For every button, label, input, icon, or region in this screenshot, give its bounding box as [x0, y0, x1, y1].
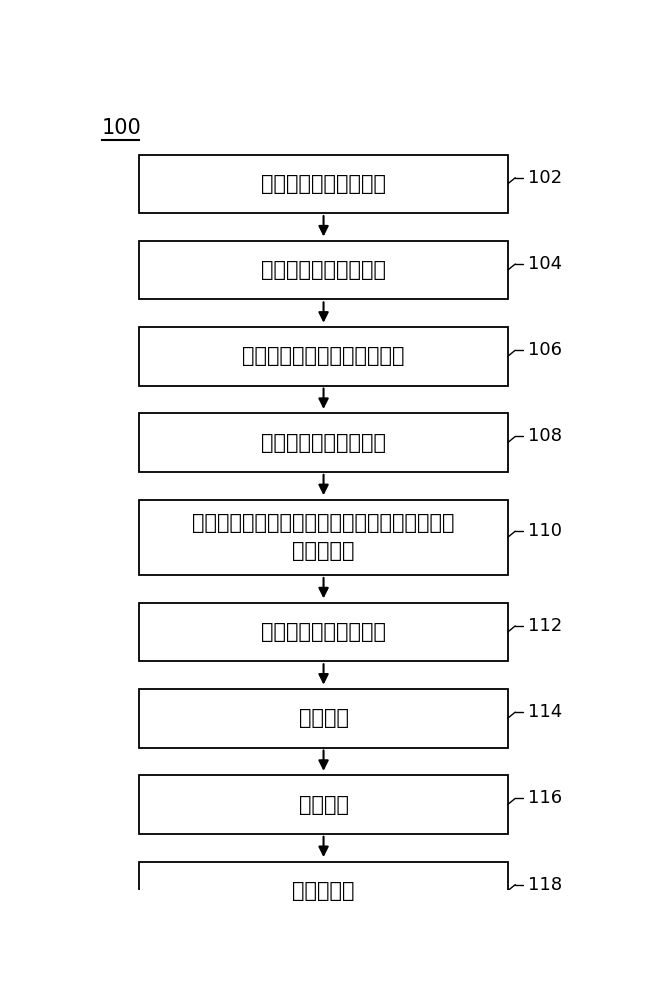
Text: 100: 100	[102, 118, 141, 138]
Text: 移除载板: 移除载板	[299, 708, 348, 728]
Text: 110: 110	[528, 522, 562, 540]
Text: 104: 104	[528, 255, 562, 273]
Text: 形成防焊层: 形成防焊层	[292, 881, 355, 901]
Text: 118: 118	[528, 876, 562, 894]
Text: 116: 116	[528, 789, 562, 807]
Text: 102: 102	[528, 169, 562, 187]
Text: 在载板上方形成定位件: 在载板上方形成定位件	[261, 260, 386, 280]
Bar	[139, 413, 508, 472]
Text: 108: 108	[528, 427, 562, 445]
Bar	[139, 775, 508, 834]
Bar	[139, 500, 508, 575]
Text: 形成外层: 形成外层	[299, 795, 348, 815]
Text: 在载板上方设置粘着层: 在载板上方设置粘着层	[261, 433, 386, 453]
Text: 112: 112	[528, 617, 562, 635]
Bar	[139, 603, 508, 661]
Bar	[139, 241, 508, 299]
Bar	[139, 155, 508, 213]
Text: 提供具有离型层的载板: 提供具有离型层的载板	[261, 174, 386, 194]
Text: 在载板上方形成图案化金属层: 在载板上方形成图案化金属层	[242, 346, 405, 366]
Text: 106: 106	[528, 341, 562, 359]
Bar	[139, 689, 508, 748]
Text: 执行线路增层制造过程: 执行线路增层制造过程	[261, 622, 386, 642]
Text: 114: 114	[528, 703, 562, 721]
Bar	[139, 862, 508, 920]
Bar	[139, 327, 508, 386]
Text: 将电子元件的凸块抵靠定位件并且置放电子元件
在载板之上: 将电子元件的凸块抵靠定位件并且置放电子元件 在载板之上	[192, 513, 455, 561]
